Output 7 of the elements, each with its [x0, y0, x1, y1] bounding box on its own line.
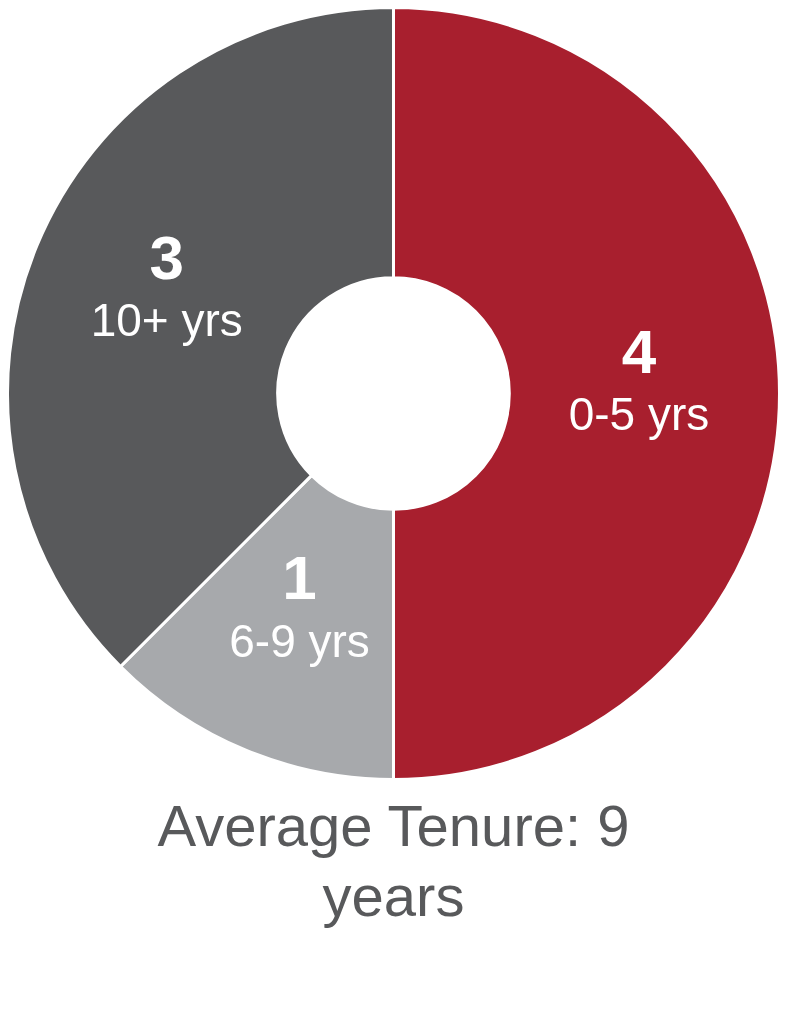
data-label: 1: [282, 543, 317, 613]
data-label: 3: [149, 222, 184, 292]
text: Average Tenure: 9 years: [156, 792, 631, 930]
data-label: 4: [621, 316, 657, 386]
slice-label: 10+ yrs: [90, 294, 243, 347]
slice-label: 6-9 yrs: [229, 615, 370, 667]
slice-label: 0-5 yrs: [568, 388, 710, 441]
